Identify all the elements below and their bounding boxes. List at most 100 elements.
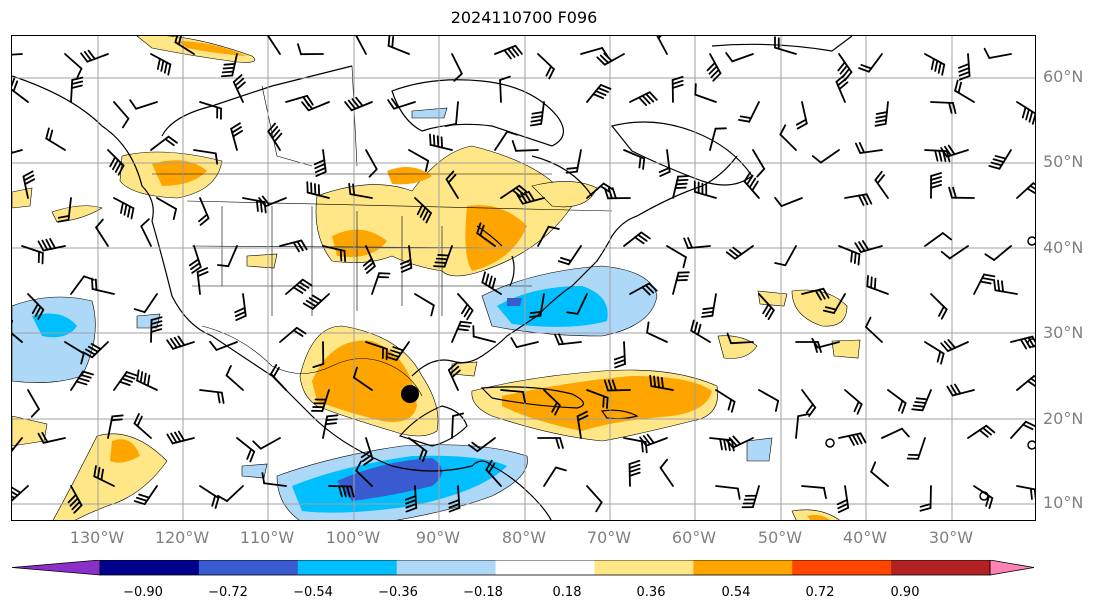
- wind-barb: [984, 245, 1012, 261]
- wind-barb: [924, 232, 953, 247]
- colorbar-extend-max: [989, 560, 1035, 576]
- wind-barb: [433, 245, 453, 268]
- wind-barb: [12, 149, 23, 154]
- map-canvas: [12, 36, 1035, 520]
- lon-label-60w: 60°W: [671, 528, 717, 547]
- wind-barb: [858, 53, 883, 73]
- wind-barb: [232, 74, 246, 103]
- wind-barb: [355, 460, 373, 487]
- wind-barb: [659, 458, 674, 487]
- wind-barb: [500, 389, 526, 403]
- wind-barb: [444, 101, 459, 127]
- wind-barb: [301, 99, 330, 112]
- lon-label-120w: 120°W: [154, 528, 210, 547]
- wind-barb: [64, 53, 83, 79]
- colorbar-segment: [693, 560, 793, 575]
- wind-barb: [835, 74, 849, 103]
- wind-barb: [408, 149, 430, 172]
- wind-barb: [658, 149, 671, 177]
- wind-barb: [603, 379, 631, 392]
- wind-barb: [1016, 485, 1035, 500]
- wind-barb: [639, 433, 668, 447]
- wind-barb: [82, 341, 109, 359]
- wind-barb: [887, 389, 907, 414]
- lon-label-130w: 130°W: [69, 528, 125, 547]
- lon-label-110w: 110°W: [239, 528, 295, 547]
- wind-barb: [385, 341, 410, 361]
- wind-barb: [133, 413, 152, 439]
- wind-barb: [217, 485, 244, 502]
- wind-barb: [743, 171, 760, 199]
- map-panel: [11, 35, 1036, 521]
- wind-barb: [924, 341, 945, 365]
- wind-barb: [537, 53, 555, 80]
- colorbar-tick-label: −0.54: [293, 585, 333, 600]
- wind-barb: [537, 225, 560, 247]
- wind-barb: [230, 122, 243, 151]
- wind-barb: [445, 170, 459, 199]
- wind-barb: [360, 437, 374, 466]
- wind-barb: [924, 53, 946, 76]
- wind-barb: [107, 149, 125, 176]
- wind-barb: [844, 193, 873, 206]
- wind-barb: [80, 49, 109, 63]
- gridline-layer: [12, 36, 1035, 520]
- wind-barb: [836, 485, 850, 514]
- wind-barb: [646, 321, 668, 343]
- wind-barb: [930, 172, 942, 199]
- wind-barb: [150, 135, 178, 151]
- wind-barb: [1016, 182, 1035, 199]
- wind-barb: [629, 91, 658, 107]
- wind-barb: [694, 83, 717, 103]
- lon-label-100w: 100°W: [325, 528, 381, 547]
- wind-barb: [623, 437, 648, 454]
- wind-barb: [906, 437, 926, 460]
- wind-barb: [414, 197, 432, 224]
- wind-barb: [623, 231, 651, 247]
- wind-barb: [328, 485, 355, 498]
- colorbar-tick-label: 0.18: [552, 585, 582, 600]
- colorbar-segment: [100, 560, 200, 575]
- wind-barb: [725, 245, 754, 260]
- wind-barb: [95, 218, 109, 247]
- wind-barb: [988, 149, 1012, 170]
- wind-barb: [1016, 101, 1035, 125]
- wind-barb: [12, 485, 29, 502]
- wind-barb: [701, 293, 717, 318]
- wind-barb: [261, 472, 287, 487]
- wind-barb: [45, 127, 66, 151]
- colorbar-tick-label: −0.18: [463, 585, 503, 600]
- colorbar-tick-label: −0.36: [378, 585, 418, 600]
- wind-barb: [629, 282, 658, 296]
- wind-barb: [725, 52, 754, 63]
- wind-barb: [344, 96, 373, 112]
- wind-barb: [565, 149, 582, 174]
- wind-barb: [881, 427, 910, 439]
- wind-barb: [285, 278, 313, 295]
- wind-barb: [199, 485, 220, 509]
- wind-barb: [166, 335, 195, 350]
- wind-barb: [993, 278, 1018, 295]
- wind-barb: [752, 149, 766, 178]
- wind-barb: [874, 101, 889, 127]
- wind-barb: [554, 333, 582, 346]
- lat-label-20n: 20°N: [1043, 409, 1084, 428]
- wind-barb: [27, 389, 40, 418]
- wind-barb: [874, 170, 889, 199]
- wind-barb: [270, 364, 287, 391]
- wind-barb: [706, 53, 722, 82]
- wind-barb: [468, 437, 496, 453]
- storm-center-marker: [401, 385, 419, 403]
- wind-barb: [387, 97, 416, 110]
- wind-barb: [854, 240, 883, 253]
- wind-barb: [940, 339, 969, 352]
- wind-barb: [113, 101, 130, 129]
- wind-barb: [795, 101, 808, 130]
- wind-barb: [313, 149, 327, 177]
- calm-wind-marker: [1027, 440, 1035, 450]
- wind-barb: [596, 52, 625, 66]
- wind-barb: [217, 245, 238, 268]
- wind-barb: [911, 389, 932, 412]
- wind-barb: [613, 341, 626, 369]
- wind-barb: [758, 389, 780, 412]
